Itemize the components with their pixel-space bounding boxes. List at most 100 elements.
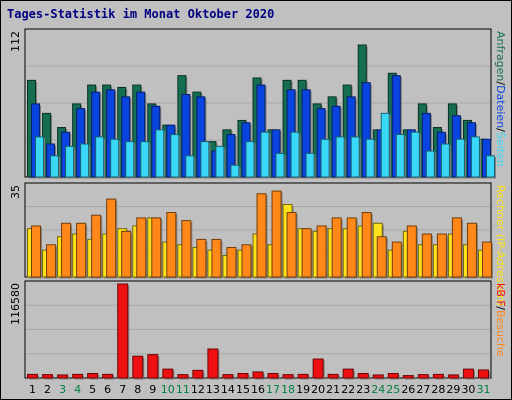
- bar-besuche-day-24: [376, 236, 387, 278]
- bar-seiten-day-24: [380, 112, 390, 178]
- x-tick-label-day-16: 16: [251, 383, 265, 396]
- bar-kb-f-day-16: [252, 371, 264, 379]
- bar-besuche-day-22: [346, 217, 357, 278]
- bar-besuche-day-30: [466, 222, 477, 278]
- bar-seiten-day-10: [170, 134, 180, 178]
- legend-entry: Anfragen: [494, 31, 507, 81]
- bar-kb-f-day-26: [402, 375, 414, 379]
- x-tick-label-day-17: 17: [266, 383, 280, 396]
- bar-besuche-day-9: [151, 217, 162, 278]
- bar-seiten-day-13: [215, 145, 225, 178]
- bar-besuche-day-11: [181, 220, 192, 278]
- bar-besuche-day-3: [61, 222, 72, 278]
- x-tick-label-day-23: 23: [356, 383, 370, 396]
- chart-title: Tages-Statistik im Monat Oktober 2020: [7, 7, 275, 21]
- bar-besuche-day-4: [76, 222, 87, 278]
- bar-kb-f-day-21: [327, 373, 339, 379]
- x-tick-label-day-20: 20: [311, 383, 325, 396]
- legend-entry: Dateien: [494, 85, 507, 128]
- bar-kb-f-day-6: [102, 373, 114, 379]
- bar-seiten-day-20: [320, 138, 330, 178]
- bar-kb-f-day-12: [192, 369, 204, 379]
- x-tick-label-day-4: 4: [74, 383, 81, 396]
- bar-seiten-day-19: [305, 152, 315, 178]
- bar-seiten-day-3: [65, 145, 75, 178]
- bar-kb-f-day-23: [357, 372, 369, 379]
- x-tick-label-day-14: 14: [221, 383, 235, 396]
- panel-bottom-ymax-label: 116580: [9, 283, 22, 325]
- bar-seiten-day-16: [260, 131, 270, 178]
- x-tick-label-day-12: 12: [191, 383, 205, 396]
- bar-kb-f-day-20: [312, 358, 324, 379]
- x-tick-label-day-15: 15: [236, 383, 250, 396]
- bar-kb-f-day-8: [132, 355, 144, 379]
- panel-middle-ymax-label: 35: [9, 185, 22, 199]
- bar-besuche-day-17: [271, 190, 282, 278]
- bar-besuche-day-25: [391, 241, 402, 278]
- bar-kb-f-day-27: [417, 374, 429, 379]
- bar-seiten-day-5: [95, 136, 105, 178]
- bar-seiten-day-29: [455, 138, 465, 178]
- x-tick-label-day-11: 11: [176, 383, 190, 396]
- bar-besuche-day-6: [106, 198, 117, 278]
- bar-besuche-day-8: [136, 217, 147, 278]
- legend-entry: Seiten: [494, 132, 507, 167]
- bar-kb-f-day-25: [387, 372, 399, 379]
- bar-kb-f-day-28: [432, 373, 444, 379]
- bar-seiten-day-9: [155, 129, 165, 178]
- bar-kb-f-day-4: [72, 373, 84, 379]
- bar-kb-f-day-31: [477, 369, 489, 379]
- x-tick-label-day-2: 2: [44, 383, 51, 396]
- bar-kb-f-day-19: [297, 373, 309, 379]
- legend-entry: /: [494, 81, 507, 85]
- bar-besuche-day-20: [316, 225, 327, 278]
- bar-seiten-day-21: [335, 136, 345, 178]
- panel-top-legend: Anfragen/Dateien/Seiten: [494, 31, 507, 167]
- bar-kb-f-day-22: [342, 368, 354, 379]
- bar-besuche-day-21: [331, 217, 342, 278]
- bar-besuche-day-16: [256, 193, 267, 278]
- bar-seiten-day-14: [230, 164, 240, 178]
- bar-seiten-day-30: [470, 136, 480, 178]
- bar-kb-f-day-14: [222, 374, 234, 379]
- x-tick-label-day-18: 18: [281, 383, 295, 396]
- x-tick-label-day-25: 25: [386, 383, 400, 396]
- bar-seiten-day-25: [395, 134, 405, 178]
- bar-kb-f-day-30: [462, 368, 474, 379]
- bar-besuche-day-26: [406, 225, 417, 278]
- x-tick-label-day-8: 8: [134, 383, 141, 396]
- x-tick-label-day-26: 26: [401, 383, 415, 396]
- panel-bottom-legend: kB F: [494, 283, 507, 307]
- bar-seiten-day-18: [290, 131, 300, 178]
- bar-seiten-day-27: [425, 150, 435, 178]
- bar-besuche-day-18: [286, 212, 297, 278]
- bar-seiten-day-17: [275, 152, 285, 178]
- bar-kb-f-day-10: [162, 368, 174, 379]
- bar-besuche-day-12: [196, 238, 207, 278]
- bar-kb-f-day-15: [237, 372, 249, 379]
- bar-seiten-day-23: [365, 138, 375, 178]
- bar-seiten-day-31: [485, 155, 495, 178]
- bar-kb-f-day-24: [372, 374, 384, 379]
- bar-kb-f-day-18: [282, 374, 294, 379]
- legend-entry: /: [494, 128, 507, 132]
- bar-besuche-day-5: [91, 214, 102, 278]
- bar-besuche-day-1: [31, 225, 42, 278]
- x-tick-label-day-21: 21: [326, 383, 340, 396]
- bar-kb-f-day-1: [27, 373, 39, 379]
- bar-kb-f-day-17: [267, 372, 279, 379]
- bar-kb-f-day-3: [57, 374, 69, 379]
- bar-kb-f-day-5: [87, 372, 99, 379]
- bar-besuche-day-10: [166, 212, 177, 278]
- bar-seiten-day-4: [80, 143, 90, 178]
- legend-entry: kB F: [494, 283, 507, 307]
- bar-kb-f-day-7: [117, 283, 129, 379]
- bar-seiten-day-12: [200, 141, 210, 178]
- bar-besuche-day-13: [211, 238, 222, 278]
- bar-seiten-day-28: [440, 143, 450, 178]
- bar-besuche-day-7: [121, 230, 132, 278]
- bar-seiten-day-6: [110, 138, 120, 178]
- panel-top-ymax-label: 112: [9, 31, 22, 52]
